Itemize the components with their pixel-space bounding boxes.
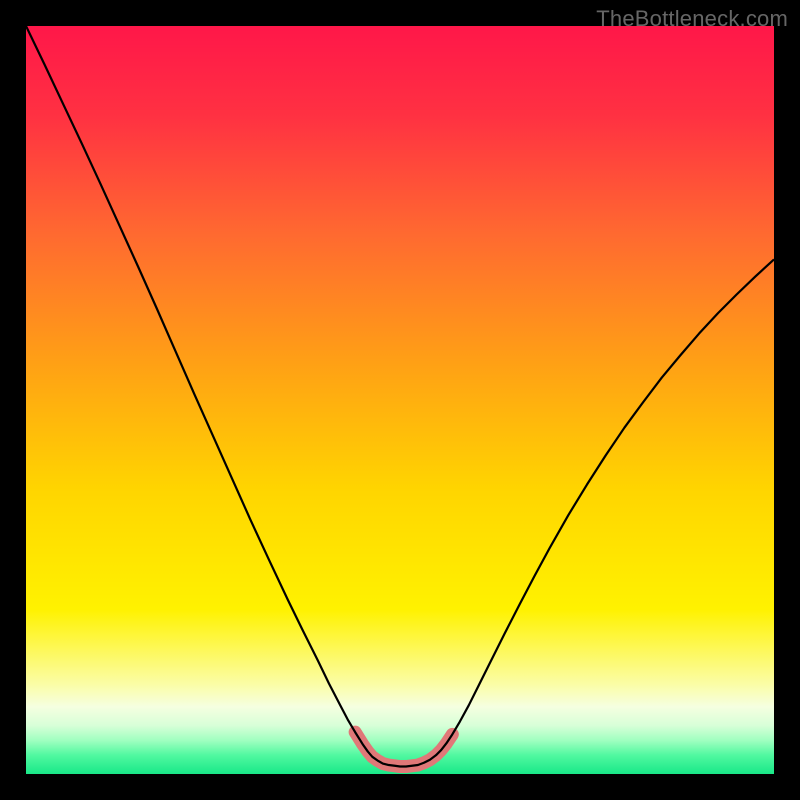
chart-svg (26, 26, 774, 774)
chart-container: TheBottleneck.com (0, 0, 800, 800)
plot-area (26, 26, 774, 774)
gradient-background (26, 26, 774, 774)
